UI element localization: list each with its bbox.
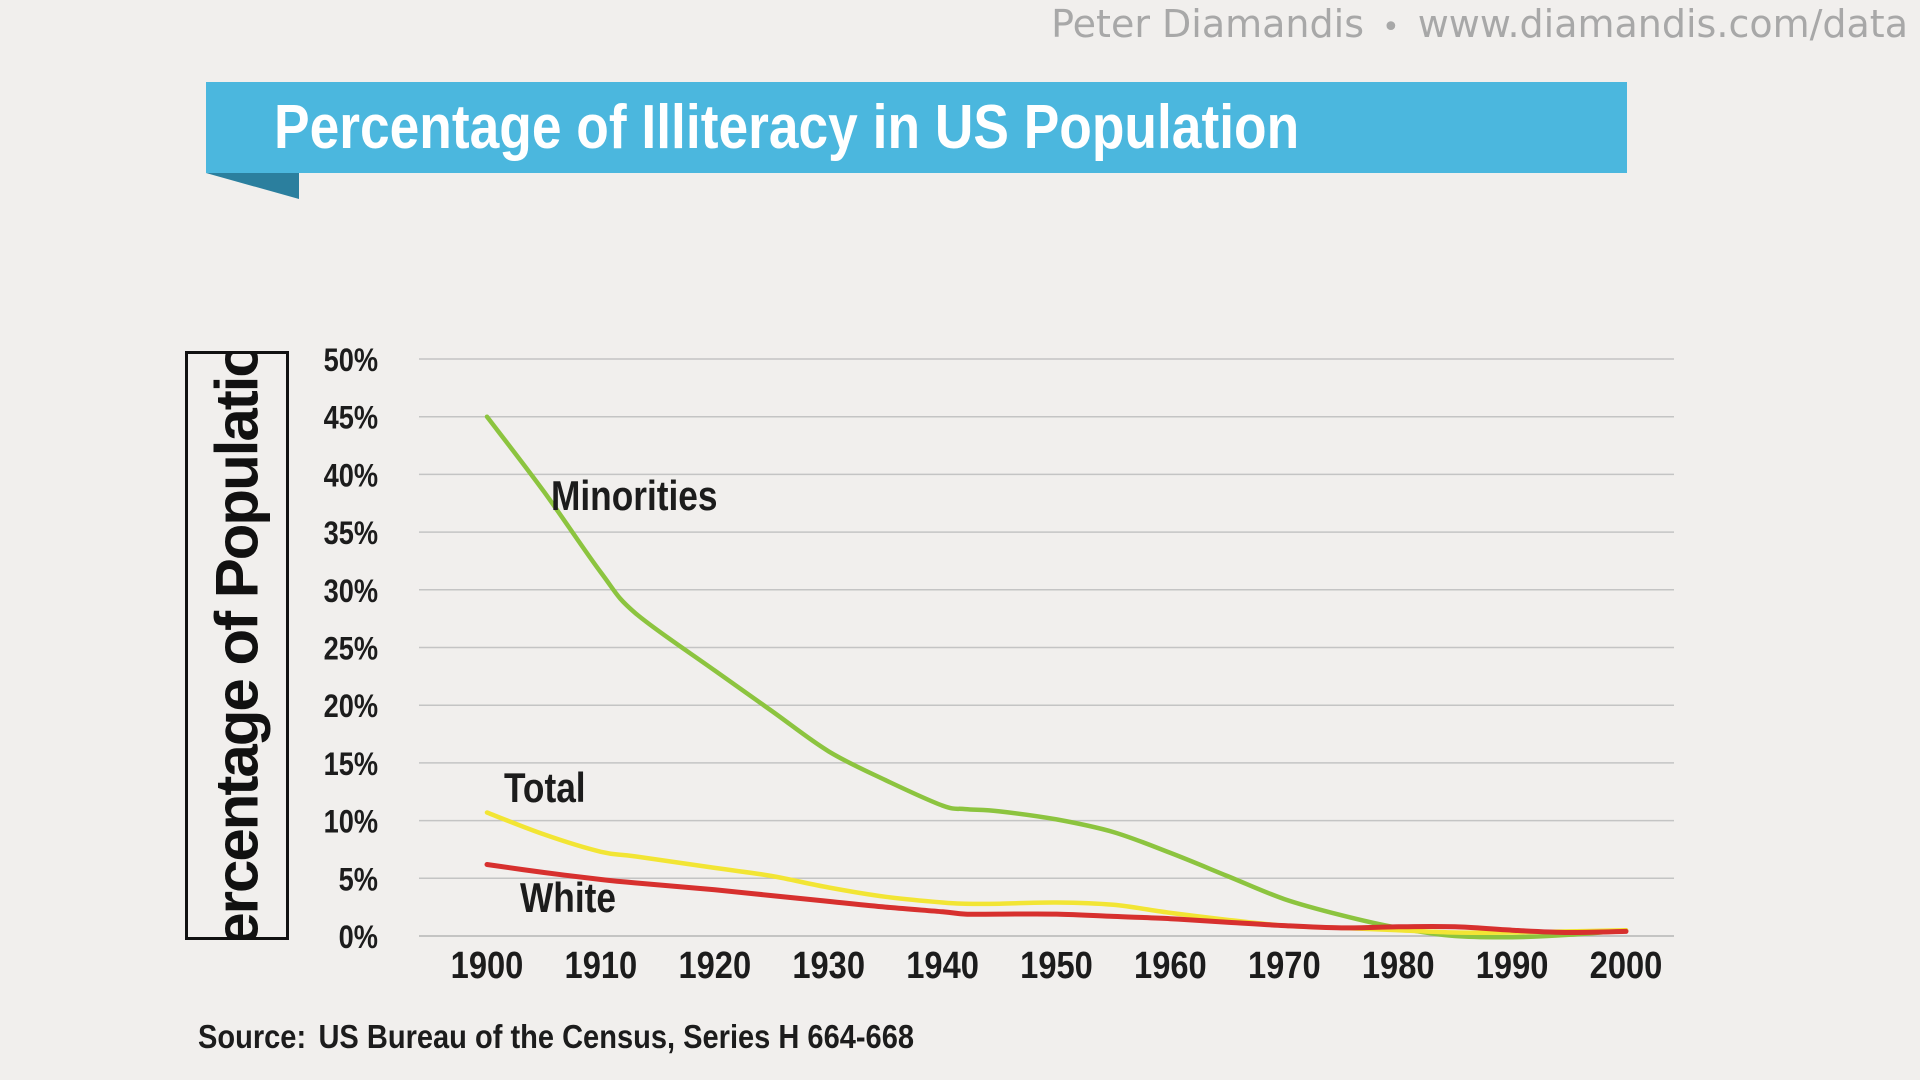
y-tick-label: 30%	[324, 574, 378, 610]
separator-dot: •	[1382, 10, 1400, 45]
series-label-minorities: Minorities	[551, 473, 718, 520]
x-tick-label: 1900	[451, 944, 524, 987]
chart-title: Percentage of Illiteracy in US Populatio…	[274, 93, 1300, 162]
series-label-white: White	[520, 875, 616, 922]
attribution-header: Peter Diamandis • www.diamandis.com/data	[1051, 2, 1908, 46]
x-tick-label: 1930	[792, 944, 865, 987]
y-tick-label: 5%	[339, 862, 378, 898]
x-tick-label: 1990	[1476, 944, 1549, 987]
series-line-total	[484, 810, 1629, 935]
y-tick-label: 0%	[339, 920, 378, 956]
y-tick-label: 20%	[324, 689, 378, 725]
x-tick-label: 1980	[1362, 944, 1435, 987]
line-chart: 0% 5% 10% 15% 20% 25% 30% 35% 40% 45% 50% 1900 1910…	[324, 343, 1674, 987]
banner-fold	[206, 173, 299, 199]
y-axis-label-box: Percentage of Population	[185, 351, 289, 940]
x-tick-label: 1950	[1020, 944, 1093, 987]
series-label-total: Total	[504, 765, 586, 812]
y-tick-label: 45%	[324, 401, 378, 437]
x-tick-label: 1910	[565, 944, 638, 987]
x-tick-label: 2000	[1590, 944, 1663, 987]
source-note: Source: US Bureau of the Census, Series H…	[198, 1018, 914, 1056]
y-tick-label: 50%	[324, 343, 378, 379]
x-tick-label: 1920	[678, 944, 751, 987]
source-text: US Bureau of the Census, Series H 664-66…	[318, 1018, 915, 1055]
y-tick-label: 40%	[324, 458, 378, 494]
x-tick-label: 1960	[1134, 944, 1207, 987]
author-name: Peter Diamandis	[1051, 2, 1364, 46]
y-tick-label: 25%	[324, 631, 378, 667]
x-tick-label: 1970	[1248, 944, 1321, 987]
y-tick-label: 15%	[324, 747, 378, 783]
y-tick-label: 35%	[324, 516, 378, 552]
y-tick-label: 10%	[324, 805, 378, 841]
title-banner	[206, 82, 1627, 173]
x-tick-label: 1940	[906, 944, 979, 987]
source-prefix: Source:	[198, 1018, 307, 1055]
series-line-white	[484, 862, 1629, 936]
author-url: www.diamandis.com/data	[1417, 2, 1908, 46]
